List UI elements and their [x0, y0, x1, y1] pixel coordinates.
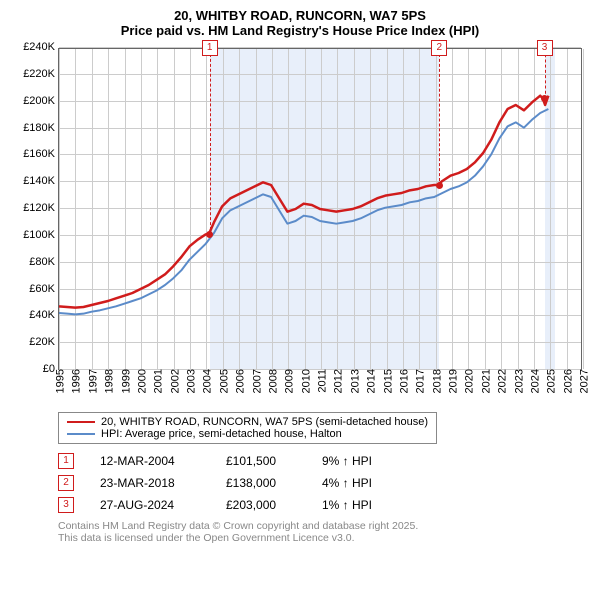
event-marker-line	[210, 49, 211, 235]
y-tick-label: £20K	[29, 336, 59, 348]
x-tick-label: 1998	[101, 369, 116, 393]
plot-area: £0£20K£40K£60K£80K£100K£120K£140K£160K£1…	[58, 48, 582, 370]
series-hpi	[59, 109, 548, 314]
x-tick-label: 2020	[461, 369, 476, 393]
gridline-v	[583, 49, 584, 369]
x-tick-label: 2001	[150, 369, 165, 393]
y-tick-label: £40K	[29, 309, 59, 321]
x-tick-label: 2024	[526, 369, 541, 393]
x-tick-label: 2002	[166, 369, 181, 393]
x-tick-label: 2012	[330, 369, 345, 393]
x-tick-label: 1999	[117, 369, 132, 393]
x-tick-label: 2022	[494, 369, 509, 393]
legend-row: 20, WHITBY ROAD, RUNCORN, WA7 5PS (semi-…	[67, 416, 428, 428]
transaction-row: 3 27-AUG-2024 £203,000 1% ↑ HPI	[58, 494, 588, 516]
event-marker-line	[439, 49, 440, 186]
transaction-row: 2 23-MAR-2018 £138,000 4% ↑ HPI	[58, 472, 588, 494]
footnote-line2: This data is licensed under the Open Gov…	[58, 532, 588, 544]
y-tick-label: £200K	[23, 95, 59, 107]
series-price_paid	[59, 96, 548, 308]
transaction-marker: 2	[58, 475, 74, 491]
event-marker-box: 1	[202, 40, 218, 56]
x-tick-label: 1996	[68, 369, 83, 393]
transactions-table: 1 12-MAR-2004 £101,500 9% ↑ HPI 2 23-MAR-2018…	[58, 450, 588, 516]
legend-label: 20, WHITBY ROAD, RUNCORN, WA7 5PS (semi-…	[101, 416, 428, 428]
y-tick-label: £140K	[23, 175, 59, 187]
footnote-line1: Contains HM Land Registry data © Crown c…	[58, 520, 588, 532]
y-tick-label: £240K	[23, 41, 59, 53]
x-tick-label: 2006	[232, 369, 247, 393]
x-tick-label: 2003	[183, 369, 198, 393]
x-tick-label: 2014	[363, 369, 378, 393]
y-tick-label: £220K	[23, 68, 59, 80]
legend-swatch	[67, 433, 95, 435]
transaction-price: £138,000	[226, 476, 296, 490]
y-tick-label: £100K	[23, 229, 59, 241]
transaction-date: 27-AUG-2024	[100, 498, 200, 512]
title-address: 20, WHITBY ROAD, RUNCORN, WA7 5PS	[12, 8, 588, 23]
x-tick-label: 2023	[510, 369, 525, 393]
y-tick-label: £180K	[23, 122, 59, 134]
y-tick-label: £120K	[23, 202, 59, 214]
legend-label: HPI: Average price, semi-detached house,…	[101, 428, 342, 440]
title-subtitle: Price paid vs. HM Land Registry's House …	[12, 23, 588, 38]
x-tick-label: 2013	[346, 369, 361, 393]
chart: £0£20K£40K£60K£80K£100K£120K£140K£160K£1…	[12, 38, 588, 408]
transaction-pct: 9% ↑ HPI	[322, 454, 402, 468]
y-tick-label: £80K	[29, 256, 59, 268]
transaction-price: £101,500	[226, 454, 296, 468]
y-tick-label: £60K	[29, 283, 59, 295]
transaction-date: 23-MAR-2018	[100, 476, 200, 490]
event-marker-line	[545, 49, 546, 99]
transaction-pct: 1% ↑ HPI	[322, 498, 402, 512]
legend-row: HPI: Average price, semi-detached house,…	[67, 428, 428, 440]
x-tick-label: 2016	[395, 369, 410, 393]
legend-swatch	[67, 421, 95, 423]
x-tick-label: 2015	[379, 369, 394, 393]
transaction-row: 1 12-MAR-2004 £101,500 9% ↑ HPI	[58, 450, 588, 472]
x-tick-label: 2021	[477, 369, 492, 393]
x-tick-label: 2010	[297, 369, 312, 393]
footnote: Contains HM Land Registry data © Crown c…	[58, 520, 588, 544]
transaction-marker: 3	[58, 497, 74, 513]
x-tick-label: 2005	[215, 369, 230, 393]
series-svg	[59, 49, 581, 369]
chart-container: 20, WHITBY ROAD, RUNCORN, WA7 5PS Price …	[0, 0, 600, 550]
x-tick-label: 2000	[133, 369, 148, 393]
x-tick-label: 2026	[559, 369, 574, 393]
event-marker-box: 2	[431, 40, 447, 56]
transaction-date: 12-MAR-2004	[100, 454, 200, 468]
x-tick-label: 2009	[281, 369, 296, 393]
x-tick-label: 2025	[543, 369, 558, 393]
legend: 20, WHITBY ROAD, RUNCORN, WA7 5PS (semi-…	[58, 412, 437, 444]
x-tick-label: 2004	[199, 369, 214, 393]
x-tick-label: 2007	[248, 369, 263, 393]
event-marker-box: 3	[537, 40, 553, 56]
x-tick-label: 2008	[264, 369, 279, 393]
x-tick-label: 1997	[84, 369, 99, 393]
y-tick-label: £160K	[23, 148, 59, 160]
x-tick-label: 2019	[445, 369, 460, 393]
x-tick-label: 1995	[52, 369, 67, 393]
transaction-price: £203,000	[226, 498, 296, 512]
x-tick-label: 2011	[314, 369, 329, 393]
x-tick-label: 2018	[428, 369, 443, 393]
transaction-pct: 4% ↑ HPI	[322, 476, 402, 490]
title-block: 20, WHITBY ROAD, RUNCORN, WA7 5PS Price …	[12, 8, 588, 38]
x-tick-label: 2017	[412, 369, 427, 393]
gridline-h	[59, 47, 581, 48]
x-tick-label: 2027	[576, 369, 591, 393]
transaction-marker: 1	[58, 453, 74, 469]
